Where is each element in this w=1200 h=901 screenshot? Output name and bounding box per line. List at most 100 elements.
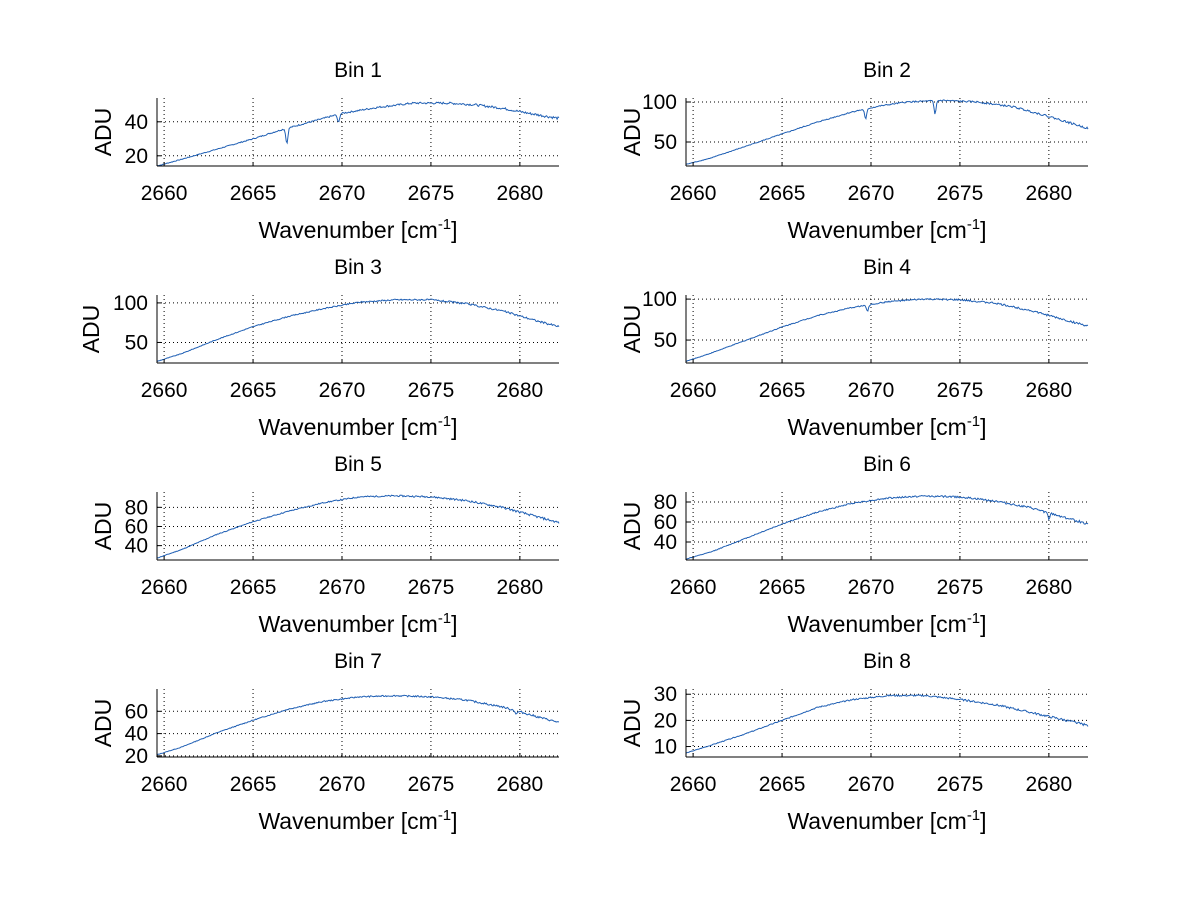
y-axis-label: ADU bbox=[619, 108, 645, 157]
x-axis-label: Wavenumber [cm-1] bbox=[787, 216, 986, 243]
x-tick-label: 2670 bbox=[319, 379, 366, 402]
x-tick-label: 2680 bbox=[497, 182, 544, 205]
x-tick-label: 2665 bbox=[759, 379, 806, 402]
y-tick-label: 50 bbox=[125, 331, 148, 354]
data-series bbox=[156, 494, 560, 559]
y-tick-label: 80 bbox=[654, 491, 677, 514]
y-tick-label: 10 bbox=[654, 736, 677, 759]
y-tick-label: 50 bbox=[654, 131, 677, 154]
x-tick-label: 2660 bbox=[670, 379, 717, 402]
x-tick-label: 2680 bbox=[1026, 773, 1073, 796]
x-tick-label: 2660 bbox=[670, 773, 717, 796]
x-tick-label: 2675 bbox=[408, 576, 455, 599]
x-tick-label: 2665 bbox=[230, 773, 277, 796]
chart-title: Bin 8 bbox=[863, 650, 911, 673]
y-tick-label: 20 bbox=[125, 145, 148, 168]
x-tick-label: 2665 bbox=[230, 379, 277, 402]
chart-title: Bin 1 bbox=[334, 59, 382, 82]
x-tick-label: 2665 bbox=[230, 576, 277, 599]
y-tick-label: 100 bbox=[113, 292, 148, 315]
data-series bbox=[685, 99, 1089, 165]
y-tick-label: 40 bbox=[125, 723, 148, 746]
x-tick-label: 2680 bbox=[1026, 182, 1073, 205]
y-tick-label: 80 bbox=[125, 496, 148, 519]
x-tick-label: 2670 bbox=[848, 773, 895, 796]
y-tick-label: 60 bbox=[125, 700, 148, 723]
x-tick-label: 2660 bbox=[670, 182, 717, 205]
chart-title: Bin 2 bbox=[863, 59, 911, 82]
y-axis-label: ADU bbox=[90, 502, 116, 551]
x-axis-label: Wavenumber [cm-1] bbox=[258, 413, 457, 440]
x-tick-label: 2670 bbox=[319, 182, 366, 205]
x-tick-label: 2675 bbox=[937, 773, 984, 796]
x-axis-label: Wavenumber [cm-1] bbox=[258, 610, 457, 637]
x-axis-label: Wavenumber [cm-1] bbox=[787, 610, 986, 637]
y-tick-label: 20 bbox=[654, 709, 677, 732]
y-axis-label: ADU bbox=[619, 699, 645, 748]
x-tick-label: 2670 bbox=[319, 773, 366, 796]
x-tick-label: 2675 bbox=[937, 182, 984, 205]
data-series bbox=[156, 694, 560, 756]
y-tick-label: 20 bbox=[125, 745, 148, 768]
y-axis-label: ADU bbox=[619, 502, 645, 551]
y-axis-label: ADU bbox=[90, 699, 116, 748]
subplot-bin-8: Bin 8 2660 2665 2670 2675 2680 10 20 30 Wavenumbe… bbox=[619, 650, 1089, 834]
x-tick-label: 2670 bbox=[848, 576, 895, 599]
y-tick-label: 40 bbox=[125, 535, 148, 558]
chart-title: Bin 3 bbox=[334, 256, 382, 279]
y-axis-label: ADU bbox=[78, 305, 104, 354]
x-tick-label: 2665 bbox=[759, 576, 806, 599]
chart-title: Bin 5 bbox=[334, 453, 382, 476]
y-tick-label: 40 bbox=[125, 111, 148, 134]
x-axis-label: Wavenumber [cm-1] bbox=[258, 216, 457, 243]
x-tick-label: 2660 bbox=[670, 576, 717, 599]
subplot-bin-1: Bin 1 2660 2665 2670 2675 2680 20 40 Wavenumber … bbox=[90, 59, 560, 243]
x-tick-label: 2670 bbox=[848, 379, 895, 402]
x-tick-label: 2670 bbox=[319, 576, 366, 599]
y-tick-label: 100 bbox=[642, 288, 677, 311]
chart-title: Bin 6 bbox=[863, 453, 911, 476]
x-tick-label: 2665 bbox=[759, 182, 806, 205]
data-series bbox=[157, 101, 560, 167]
x-tick-label: 2660 bbox=[141, 182, 188, 205]
x-tick-label: 2675 bbox=[408, 379, 455, 402]
y-axis-label: ADU bbox=[619, 305, 645, 354]
chart-title: Bin 4 bbox=[863, 256, 911, 279]
chart-title: Bin 7 bbox=[334, 650, 382, 673]
x-axis-label: Wavenumber [cm-1] bbox=[787, 413, 986, 440]
y-tick-label: 100 bbox=[642, 91, 677, 114]
x-tick-label: 2675 bbox=[937, 379, 984, 402]
y-tick-label: 50 bbox=[654, 329, 677, 352]
x-tick-label: 2660 bbox=[141, 773, 188, 796]
y-tick-label: 40 bbox=[654, 531, 677, 554]
x-axis-label: Wavenumber [cm-1] bbox=[258, 807, 457, 834]
x-tick-label: 2680 bbox=[497, 379, 544, 402]
y-tick-label: 60 bbox=[654, 511, 677, 534]
data-series bbox=[156, 298, 560, 362]
x-tick-label: 2680 bbox=[497, 576, 544, 599]
data-series bbox=[685, 494, 1089, 560]
x-tick-label: 2665 bbox=[759, 773, 806, 796]
subplot-bin-4: Bin 4 2660 2665 2670 2675 2680 50 100 Wavenumber… bbox=[619, 256, 1089, 440]
x-tick-label: 2675 bbox=[408, 182, 455, 205]
x-tick-label: 2680 bbox=[497, 773, 544, 796]
x-axis-label: Wavenumber [cm-1] bbox=[787, 807, 986, 834]
y-tick-label: 60 bbox=[125, 515, 148, 538]
subplot-bin-3: Bin 3 2660 2665 2670 2675 2680 50 100 Wavenumber… bbox=[78, 256, 560, 440]
y-axis-label: ADU bbox=[90, 108, 116, 157]
x-tick-label: 2680 bbox=[1026, 576, 1073, 599]
x-tick-label: 2670 bbox=[848, 182, 895, 205]
x-tick-label: 2660 bbox=[141, 379, 188, 402]
x-tick-label: 2675 bbox=[408, 773, 455, 796]
data-series bbox=[685, 694, 1089, 754]
y-tick-label: 30 bbox=[654, 683, 677, 706]
x-tick-label: 2660 bbox=[141, 576, 188, 599]
x-tick-label: 2665 bbox=[230, 182, 277, 205]
data-series bbox=[685, 297, 1089, 363]
x-tick-label: 2680 bbox=[1026, 379, 1073, 402]
subplot-bin-2: Bin 2 2660 2665 2670 2675 2680 50 100 Wavenumber… bbox=[619, 59, 1089, 243]
